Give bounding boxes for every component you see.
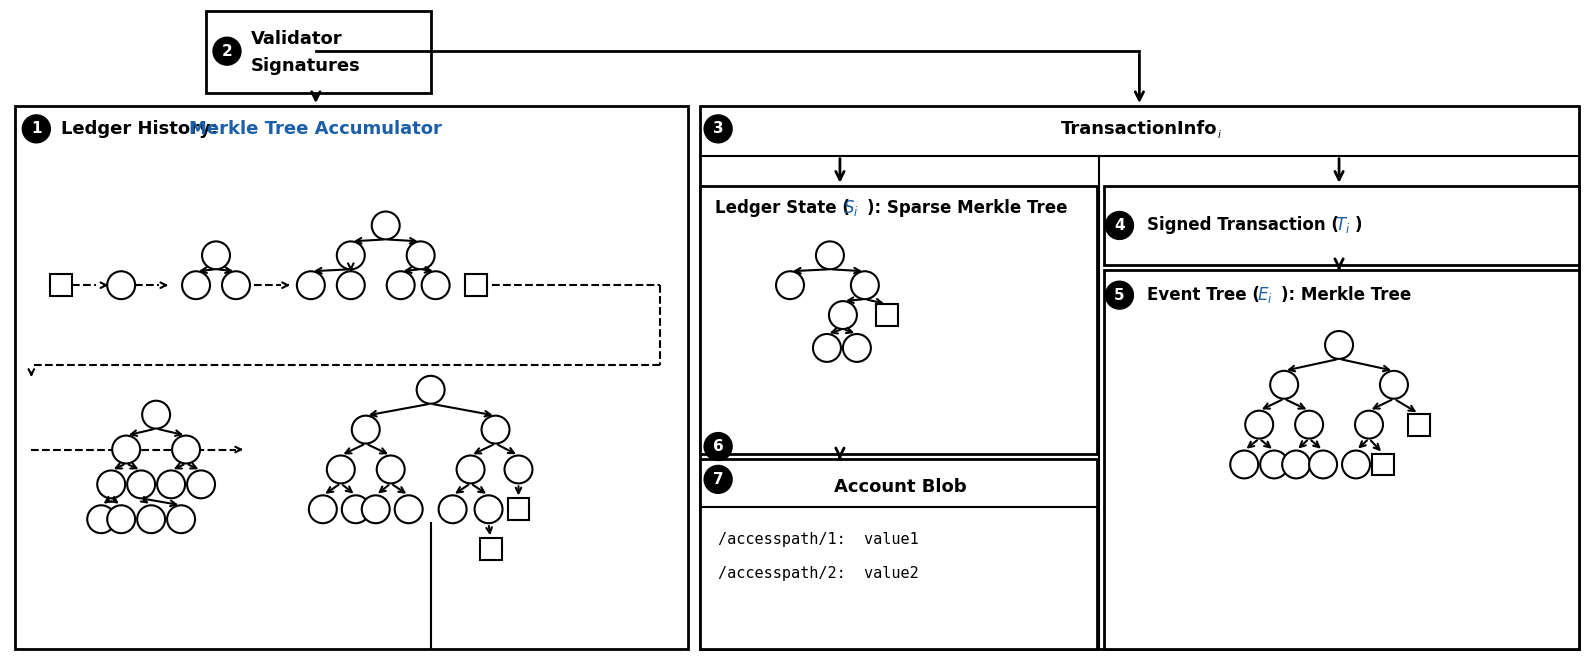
- Circle shape: [705, 466, 732, 494]
- Text: Ledger History:: Ledger History:: [61, 120, 225, 138]
- Text: Merkle Tree Accumulator: Merkle Tree Accumulator: [190, 120, 442, 138]
- Text: Ledger State (: Ledger State (: [716, 198, 850, 216]
- Text: $E_i$: $E_i$: [1258, 285, 1274, 305]
- Circle shape: [142, 401, 171, 429]
- Text: 1: 1: [30, 122, 41, 136]
- Text: ): Sparse Merkle Tree: ): Sparse Merkle Tree: [867, 198, 1068, 216]
- FancyBboxPatch shape: [700, 186, 1098, 454]
- Circle shape: [362, 496, 389, 523]
- Text: Account Blob: Account Blob: [834, 478, 966, 496]
- Circle shape: [88, 505, 115, 533]
- Circle shape: [505, 456, 532, 484]
- FancyBboxPatch shape: [875, 304, 897, 326]
- Circle shape: [395, 496, 422, 523]
- Circle shape: [1282, 450, 1310, 478]
- Circle shape: [309, 496, 336, 523]
- Circle shape: [422, 271, 450, 299]
- Circle shape: [336, 241, 365, 269]
- Circle shape: [371, 212, 400, 239]
- Circle shape: [829, 301, 858, 329]
- Circle shape: [1355, 411, 1384, 439]
- Circle shape: [172, 436, 199, 464]
- Text: ): ): [1355, 216, 1363, 234]
- Circle shape: [416, 376, 445, 403]
- Text: Signed Transaction (: Signed Transaction (: [1148, 216, 1339, 234]
- Circle shape: [167, 505, 194, 533]
- Text: /accesspath/2:  value2: /accesspath/2: value2: [719, 566, 918, 582]
- Circle shape: [776, 271, 803, 299]
- Text: /accesspath/1:  value1: /accesspath/1: value1: [719, 532, 918, 546]
- Circle shape: [1245, 411, 1274, 439]
- FancyBboxPatch shape: [16, 106, 689, 649]
- Text: 3: 3: [713, 122, 724, 136]
- FancyBboxPatch shape: [206, 11, 430, 93]
- Circle shape: [1309, 450, 1337, 478]
- FancyBboxPatch shape: [51, 275, 72, 296]
- Circle shape: [1296, 411, 1323, 439]
- Circle shape: [186, 470, 215, 498]
- FancyBboxPatch shape: [1372, 454, 1395, 476]
- FancyBboxPatch shape: [1105, 186, 1578, 265]
- Circle shape: [296, 271, 325, 299]
- Text: 5: 5: [1114, 288, 1125, 303]
- FancyBboxPatch shape: [700, 460, 1098, 649]
- Circle shape: [1270, 371, 1298, 399]
- Circle shape: [1380, 371, 1408, 399]
- Circle shape: [438, 496, 467, 523]
- Circle shape: [816, 241, 843, 269]
- Circle shape: [376, 456, 405, 484]
- Text: $T_i$: $T_i$: [1336, 216, 1350, 235]
- Circle shape: [107, 505, 135, 533]
- Circle shape: [214, 37, 241, 65]
- Circle shape: [481, 415, 510, 444]
- FancyBboxPatch shape: [464, 275, 486, 296]
- Text: $S_i$: $S_i$: [843, 198, 859, 218]
- FancyBboxPatch shape: [1408, 413, 1430, 436]
- Circle shape: [112, 436, 140, 464]
- Text: Signatures: Signatures: [250, 57, 360, 75]
- Circle shape: [137, 505, 166, 533]
- Circle shape: [456, 456, 485, 484]
- Circle shape: [1342, 450, 1369, 478]
- Text: 7: 7: [713, 472, 724, 487]
- Circle shape: [22, 115, 51, 143]
- Circle shape: [1325, 331, 1353, 359]
- Circle shape: [341, 496, 370, 523]
- FancyBboxPatch shape: [480, 538, 502, 560]
- Circle shape: [202, 241, 230, 269]
- FancyBboxPatch shape: [507, 498, 529, 520]
- Text: 4: 4: [1114, 218, 1125, 233]
- Circle shape: [1106, 212, 1133, 239]
- Circle shape: [107, 271, 135, 299]
- Circle shape: [352, 415, 379, 444]
- Circle shape: [128, 470, 155, 498]
- Circle shape: [327, 456, 355, 484]
- Circle shape: [813, 334, 842, 362]
- Circle shape: [97, 470, 126, 498]
- Circle shape: [475, 496, 502, 523]
- Circle shape: [182, 271, 210, 299]
- Circle shape: [1106, 281, 1133, 309]
- Text: Validator: Validator: [250, 30, 343, 48]
- Circle shape: [851, 271, 878, 299]
- Circle shape: [843, 334, 870, 362]
- Text: 2: 2: [222, 43, 233, 59]
- Circle shape: [336, 271, 365, 299]
- FancyBboxPatch shape: [700, 106, 1578, 649]
- Text: TransactionInfo: TransactionInfo: [1062, 120, 1218, 138]
- Circle shape: [1261, 450, 1288, 478]
- Circle shape: [705, 115, 732, 143]
- Text: $_i$: $_i$: [1218, 126, 1223, 142]
- Circle shape: [222, 271, 250, 299]
- Circle shape: [158, 470, 185, 498]
- Text: 6: 6: [713, 439, 724, 454]
- Circle shape: [705, 433, 732, 460]
- Circle shape: [406, 241, 435, 269]
- Text: Event Tree (: Event Tree (: [1148, 286, 1261, 304]
- Circle shape: [387, 271, 414, 299]
- FancyBboxPatch shape: [1105, 271, 1578, 649]
- Text: ): Merkle Tree: ): Merkle Tree: [1282, 286, 1411, 304]
- Circle shape: [1231, 450, 1258, 478]
